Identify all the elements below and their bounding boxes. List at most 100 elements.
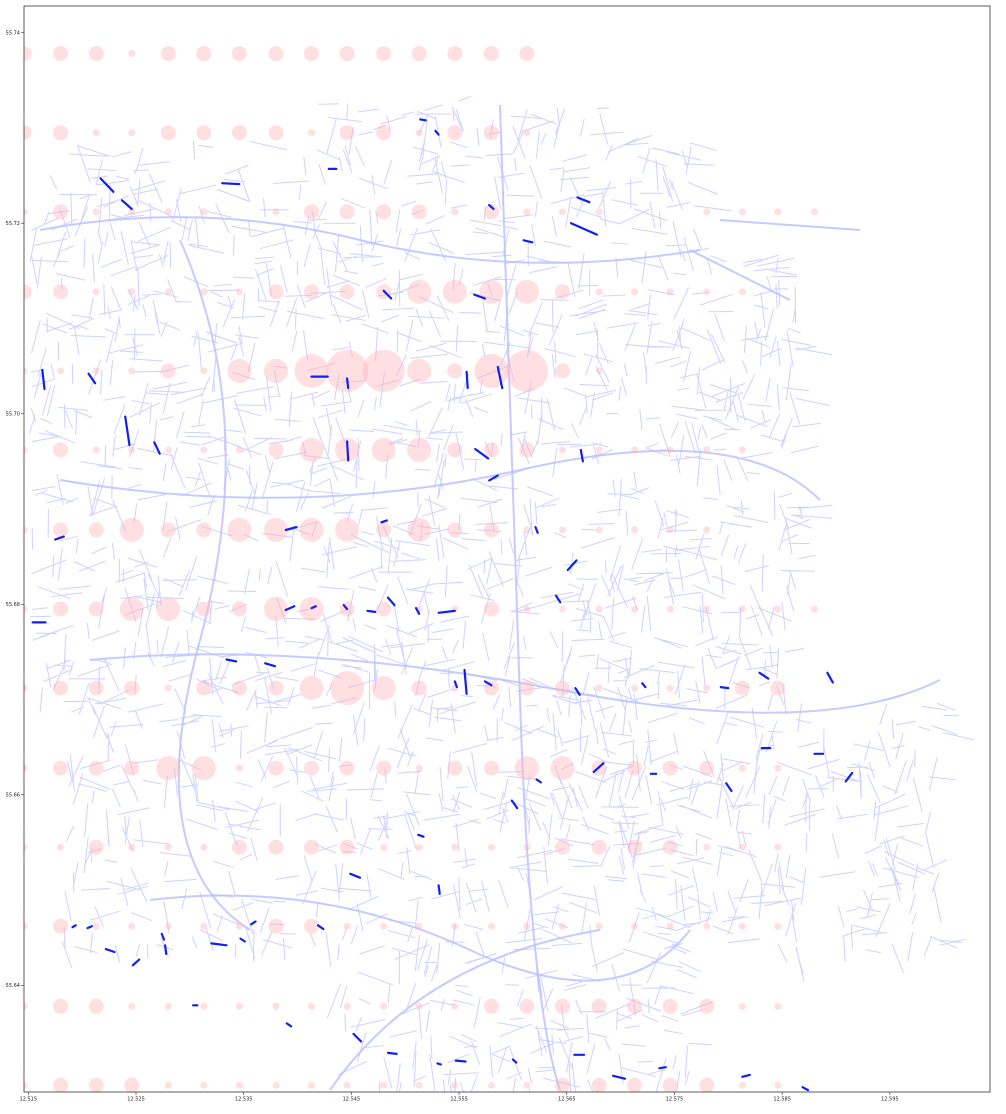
arterial-road [177, 239, 251, 931]
density-circle [304, 46, 319, 62]
density-circle [447, 760, 463, 776]
density-circle [627, 1077, 643, 1092]
flow-segment [844, 771, 854, 783]
flow-segment [574, 686, 581, 696]
flow-segment [488, 474, 499, 482]
density-circle [523, 526, 531, 534]
density-circle [164, 446, 172, 454]
flow-segment [511, 1058, 518, 1064]
y-tick-label: 55.74 [6, 30, 20, 36]
flow-segment [124, 415, 131, 447]
density-circle [483, 601, 499, 617]
density-circle [231, 680, 247, 696]
flow-segment [86, 925, 93, 930]
density-circle [235, 1081, 243, 1089]
density-circle [227, 517, 252, 542]
density-circle [699, 760, 715, 776]
density-circle [231, 46, 247, 62]
density-circle [523, 129, 531, 137]
density-circle [272, 208, 280, 216]
arterial-road [499, 104, 561, 1091]
flow-segment [641, 682, 647, 689]
density-circle [272, 1002, 280, 1010]
density-circle [523, 605, 531, 613]
density-circle [24, 1081, 28, 1089]
flow-segment [71, 924, 77, 929]
density-circle [523, 1081, 531, 1089]
density-circle [514, 279, 539, 304]
y-tick-label: 55.64 [6, 983, 20, 989]
flow-segment [465, 370, 469, 390]
flow-segment [382, 289, 393, 300]
density-circle [299, 676, 324, 701]
density-circle [738, 843, 746, 851]
density-circle [734, 680, 750, 696]
density-circle [591, 1077, 607, 1092]
flow-segment [225, 658, 238, 663]
density-circle [442, 279, 467, 304]
density-circle [451, 843, 459, 851]
density-circle [523, 843, 531, 851]
flow-segment [210, 942, 228, 947]
density-circle [505, 349, 548, 392]
density-circle [308, 129, 315, 137]
density-circle [304, 204, 319, 220]
flow-segment [380, 519, 388, 524]
flow-segment [131, 958, 141, 967]
density-circle [268, 760, 284, 776]
density-circle [447, 125, 463, 141]
flow-segment [437, 884, 441, 896]
y-tick-label: 55.66 [6, 792, 20, 798]
density-circle [550, 756, 575, 781]
density-circle [92, 922, 100, 930]
density-circle [559, 922, 566, 930]
density-circle [92, 367, 100, 375]
density-circle [376, 125, 392, 141]
flow-segment [346, 440, 350, 462]
flow-segment [160, 932, 166, 941]
flow-segment [264, 662, 276, 668]
y-axis: 55.74 55.72 55.70 55.68 55.66 55.64 [6, 30, 24, 989]
flow-segment [454, 1059, 467, 1063]
arterial-road [59, 449, 821, 501]
density-circle [519, 680, 535, 696]
flow-segment [310, 605, 317, 610]
density-circle [128, 446, 136, 454]
density-circle [128, 129, 136, 137]
density-circle [407, 517, 432, 542]
density-circle [559, 526, 566, 534]
density-circle [200, 1081, 208, 1089]
density-circle [196, 46, 212, 62]
flow-segment [41, 368, 46, 391]
density-circle [200, 922, 208, 930]
flow-segment [719, 685, 730, 690]
density-circle [24, 1002, 28, 1010]
density-circle [738, 764, 746, 772]
density-circle [53, 522, 69, 538]
circle-layer [24, 46, 818, 1092]
density-circle [343, 1002, 351, 1010]
density-circle [235, 764, 243, 772]
density-circle [519, 46, 535, 62]
density-circle [326, 349, 369, 392]
density-circle [699, 1077, 715, 1092]
density-circle [235, 922, 243, 930]
density-circle [128, 208, 136, 216]
flow-segment [284, 525, 298, 532]
density-circle [631, 684, 639, 692]
density-circle [699, 998, 715, 1014]
flow-segment [386, 596, 396, 607]
flow-segment [566, 559, 578, 572]
density-circle [376, 46, 392, 62]
density-circle [339, 46, 355, 62]
density-circle [304, 918, 319, 934]
flow-segment [346, 377, 350, 390]
flow-segment [99, 177, 115, 193]
density-circle [299, 437, 324, 462]
density-circle [88, 522, 104, 538]
density-circle [339, 284, 355, 300]
density-circle [555, 284, 570, 300]
density-circle [523, 208, 531, 216]
density-circle [380, 843, 388, 851]
density-circle [339, 204, 355, 220]
